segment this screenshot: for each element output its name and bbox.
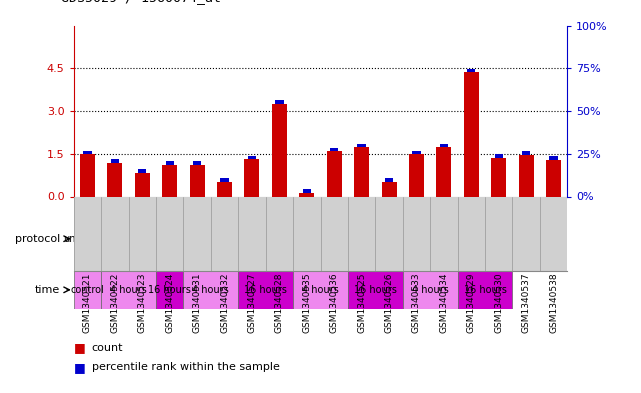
- Text: 16 hours: 16 hours: [463, 285, 506, 295]
- Bar: [437, 147, 451, 196]
- Bar: [217, 182, 232, 196]
- Bar: [101, 220, 183, 257]
- Bar: [495, 154, 503, 158]
- Bar: [156, 271, 183, 309]
- Text: protocol: protocol: [15, 234, 60, 244]
- Text: count: count: [92, 343, 123, 353]
- Bar: [244, 160, 260, 196]
- Text: 16 hours: 16 hours: [244, 285, 287, 295]
- Bar: [549, 156, 558, 160]
- Bar: [111, 159, 119, 163]
- Text: 4 hours: 4 hours: [192, 285, 229, 295]
- Bar: [354, 147, 369, 196]
- Bar: [299, 193, 314, 196]
- Bar: [272, 104, 287, 196]
- Bar: [403, 220, 512, 257]
- Text: GDS5029 / 1560074_at: GDS5029 / 1560074_at: [61, 0, 221, 4]
- Bar: [458, 271, 512, 309]
- Bar: [303, 189, 311, 193]
- Bar: [330, 148, 338, 151]
- Bar: [193, 161, 201, 165]
- Bar: [74, 220, 101, 257]
- Bar: [412, 151, 420, 154]
- Bar: [275, 101, 283, 104]
- Bar: [248, 156, 256, 160]
- Bar: [440, 143, 448, 147]
- Bar: [183, 271, 238, 309]
- Bar: [83, 151, 92, 154]
- Bar: [162, 165, 177, 196]
- Bar: [546, 160, 561, 196]
- Bar: [183, 220, 293, 257]
- Bar: [358, 143, 366, 147]
- Text: percentile rank within the sample: percentile rank within the sample: [92, 362, 279, 373]
- Bar: [293, 220, 403, 257]
- Text: MEK inhibitor: MEK inhibitor: [206, 234, 271, 244]
- Bar: [348, 271, 403, 309]
- Text: tankyrase and MEK
inhibitors: tankyrase and MEK inhibitors: [411, 228, 504, 250]
- Text: ■: ■: [74, 361, 85, 374]
- Bar: [381, 182, 397, 196]
- Bar: [101, 271, 156, 309]
- Bar: [464, 72, 479, 196]
- Bar: [409, 154, 424, 196]
- Text: 16 hours: 16 hours: [148, 285, 191, 295]
- Bar: [467, 68, 476, 72]
- Bar: [190, 165, 204, 196]
- Bar: [138, 169, 146, 173]
- Bar: [327, 151, 342, 196]
- Text: 16 hours: 16 hours: [354, 285, 397, 295]
- Bar: [491, 158, 506, 196]
- Bar: [74, 271, 101, 309]
- Text: DMSO: DMSO: [128, 234, 157, 244]
- Text: 4 hours: 4 hours: [412, 285, 449, 295]
- Text: untreated: untreated: [63, 234, 112, 244]
- Bar: [385, 178, 393, 182]
- Text: control: control: [71, 285, 104, 295]
- Bar: [165, 161, 174, 165]
- Text: 4 hours: 4 hours: [302, 285, 339, 295]
- Bar: [522, 151, 530, 155]
- Bar: [107, 163, 122, 196]
- Bar: [135, 173, 150, 196]
- Bar: [221, 178, 229, 182]
- Bar: [403, 271, 458, 309]
- Text: ■: ■: [74, 341, 85, 354]
- Bar: [238, 271, 293, 309]
- Bar: [293, 271, 348, 309]
- Bar: [519, 155, 534, 196]
- Text: time: time: [35, 285, 60, 295]
- Bar: [80, 154, 95, 196]
- Text: 4 hours: 4 hours: [110, 285, 147, 295]
- Text: tankyrase inhibitor: tankyrase inhibitor: [302, 234, 394, 244]
